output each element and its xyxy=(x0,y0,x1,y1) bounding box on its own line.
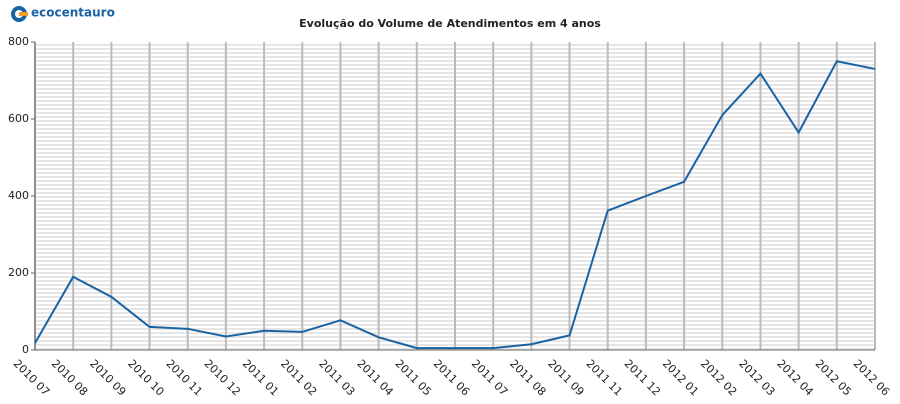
x-tick-label: 2012 06 xyxy=(851,357,892,398)
x-tick-label: 2012 03 xyxy=(736,357,777,398)
x-tick-label: 2011 01 xyxy=(240,357,281,398)
x-tick-label: 2011 09 xyxy=(545,357,586,398)
x-tick-label: 2011 05 xyxy=(393,357,434,398)
x-tick-label: 2010 09 xyxy=(87,357,128,398)
x-tick-label: 2011 04 xyxy=(354,357,395,398)
y-tick-label: 600 xyxy=(8,112,29,125)
x-tick-label: 2011 06 xyxy=(431,357,472,398)
x-tick-label: 2012 01 xyxy=(660,357,701,398)
x-tick-label: 2011 08 xyxy=(507,357,548,398)
y-tick-label: 400 xyxy=(8,189,29,202)
chart-title: Evolução do Volume de Atendimentos em 4 … xyxy=(299,17,601,30)
logo: ecocentauro xyxy=(11,6,115,22)
line-series xyxy=(34,60,876,350)
y-tick-label: 800 xyxy=(8,35,29,48)
y-tick-label: 200 xyxy=(8,266,29,279)
x-tick-label: 2012 02 xyxy=(698,357,739,398)
x-tick-label: 2011 07 xyxy=(469,357,510,398)
x-tick-label: 2011 02 xyxy=(278,357,319,398)
x-tick-label: 2011 03 xyxy=(316,357,357,398)
x-tick-label: 2010 07 xyxy=(11,357,52,398)
x-tick-label: 2012 05 xyxy=(813,357,854,398)
y-tick-label: 0 xyxy=(22,343,29,356)
x-tick-label: 2010 10 xyxy=(125,357,166,398)
x-tick-label: 2011 11 xyxy=(583,357,624,398)
x-tick-label: 2010 12 xyxy=(202,357,243,398)
logo-text: ecocentauro xyxy=(31,6,115,20)
x-tick-label: 2012 04 xyxy=(774,357,815,398)
x-tick-label: 2010 08 xyxy=(49,357,90,398)
x-tick-label: 2010 11 xyxy=(163,357,204,398)
x-tick-label: 2011 12 xyxy=(622,357,663,398)
